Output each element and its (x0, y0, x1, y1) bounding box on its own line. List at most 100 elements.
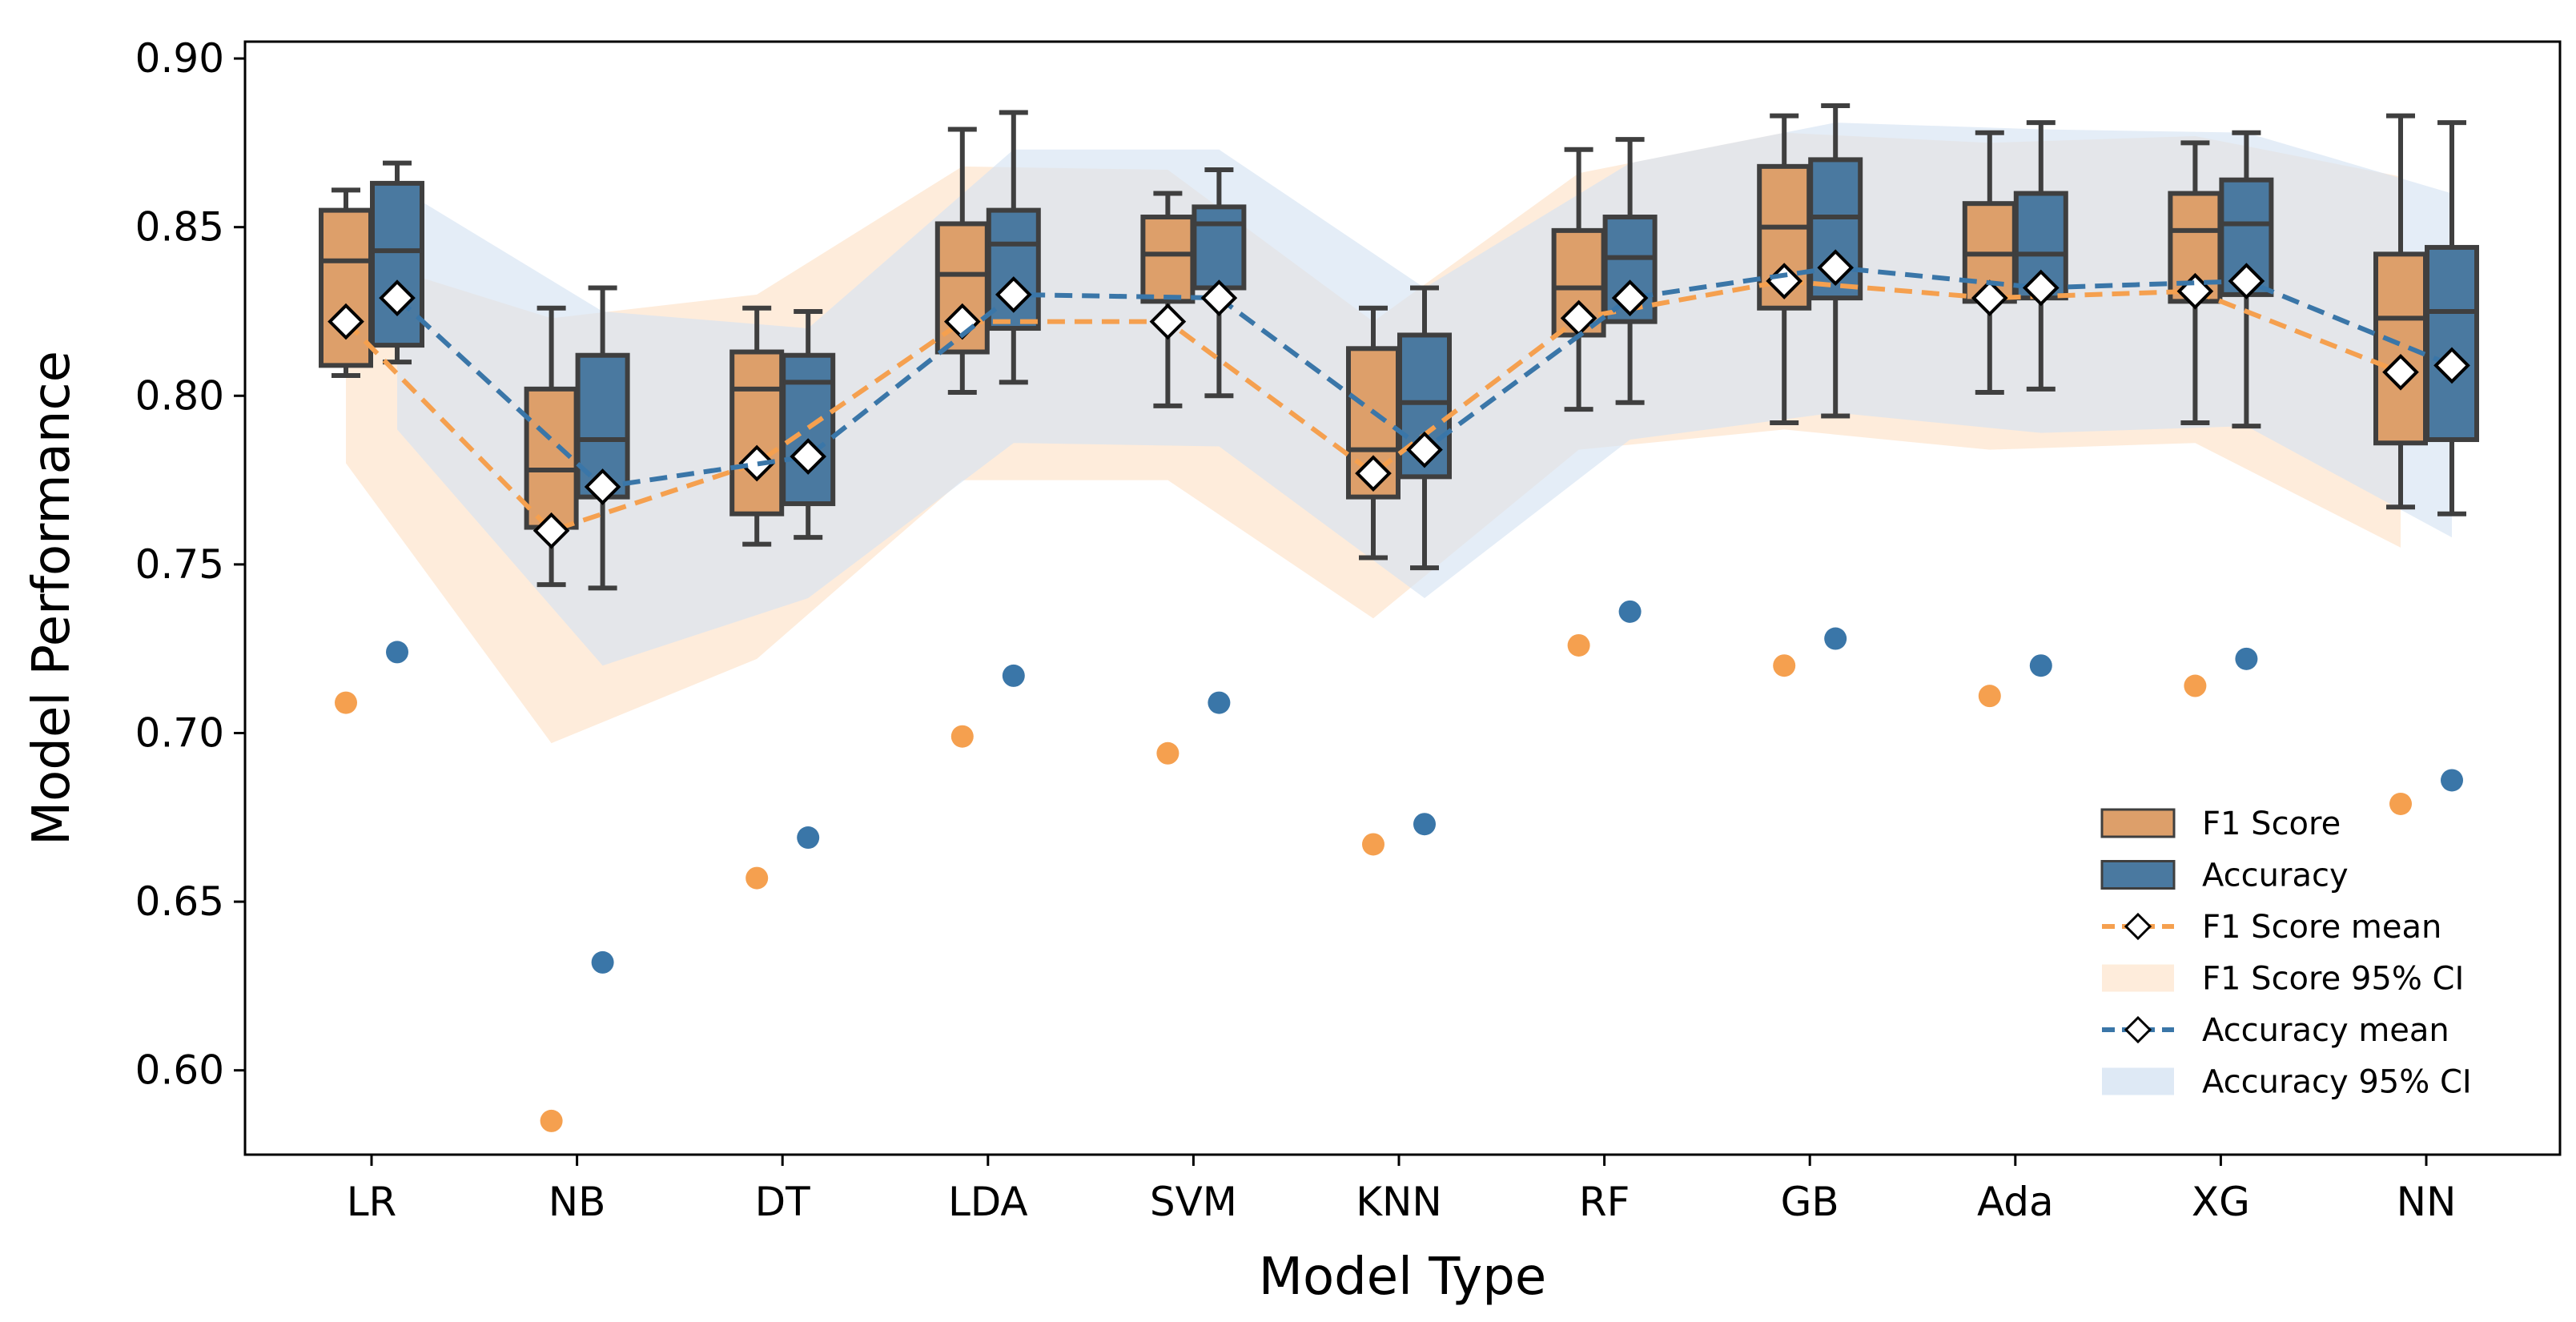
x-tick-label-nb: NB (549, 1179, 606, 1225)
box-iqr (319, 207, 373, 368)
x-tick-label-xg: XG (2192, 1179, 2250, 1225)
x-tick-label-gb: GB (1781, 1179, 1839, 1225)
f1-outlier-point (950, 725, 974, 748)
f1-outlier-point (2184, 674, 2207, 697)
f1-outlier-point (1362, 833, 1384, 856)
y-tick-label: 0.90 (135, 35, 224, 82)
legend-item: Accuracy mean (2102, 1012, 2449, 1049)
box-iqr (1602, 215, 1658, 324)
box-iqr (986, 207, 1041, 332)
f1-box-dt (729, 305, 785, 547)
legend-label: F1 Score mean (2202, 909, 2441, 946)
accuracy-mean-marker (584, 468, 621, 505)
legend-f1-ci-swatch (2102, 964, 2174, 992)
accuracy-outlier-point (1618, 600, 1642, 623)
f1-box-lr (319, 187, 373, 378)
f1-mean-marker (1355, 455, 1392, 492)
f1-mean-marker (738, 444, 776, 482)
f1-outlier-point (1773, 654, 1796, 677)
f1-mean-line (344, 279, 2402, 534)
f1-mean-marker (2382, 353, 2419, 391)
accuracy-mean-marker (1817, 249, 1855, 287)
legend-item: F1 Score (2100, 806, 2341, 842)
y-tick-label: 0.75 (135, 541, 224, 588)
y-axis-title: Model Performance (22, 351, 82, 846)
x-tick-label-lr: LR (347, 1179, 397, 1225)
accuracy-mean-marker (2228, 263, 2265, 299)
accuracy-mean-marker (2022, 269, 2060, 307)
x-tick-label-dt: DT (755, 1179, 811, 1225)
legend-item: Accuracy (2100, 858, 2349, 894)
accuracy-mean-marker (790, 438, 827, 475)
f1-mean-marker (1971, 279, 2008, 316)
accuracy-mean-marker (995, 276, 1032, 313)
box-iqr (1140, 215, 1196, 304)
box-iqr (2425, 244, 2479, 443)
accuracy-outlier-point (1208, 691, 1231, 714)
y-tick-label: 0.60 (135, 1047, 224, 1094)
f1-outlier-point (1978, 685, 2001, 708)
f1-outlier-point (1567, 633, 1590, 657)
accuracy-box-lr (370, 160, 424, 365)
axes: 0.60 0.65 0.70 0.75 0.80 0.85 0.90 LR NB DT LDA SVM… (135, 35, 2562, 1225)
y-tick-label: 0.70 (135, 709, 224, 756)
accuracy-outlier-point (1002, 664, 1025, 687)
accuracy-mean-marker (1611, 279, 1649, 316)
y-tick-label: 0.65 (135, 878, 224, 925)
f1-outlier-point (745, 866, 769, 890)
legend-label: Accuracy (2202, 858, 2349, 894)
legend-label: F1 Score 95% CI (2202, 961, 2464, 998)
x-tick-label-nn: NN (2397, 1179, 2457, 1225)
box-iqr (370, 180, 424, 348)
x-tick-label-rf: RF (1579, 1179, 1630, 1225)
accuracy-outlier-point (2029, 654, 2052, 677)
legend-item: F1 Score mean (2102, 909, 2441, 946)
legend-item: F1 Score 95% CI (2102, 961, 2464, 998)
outlier-points (335, 600, 2463, 1132)
accuracy-outlier-point (1413, 813, 1436, 836)
accuracy-outlier-point (591, 950, 614, 974)
legend-f1-swatch (2100, 808, 2176, 838)
box-plots (319, 103, 2479, 591)
f1-mean-marker (328, 303, 364, 340)
f1-box-gb (1757, 113, 1812, 425)
accuracy-mean-marker (1200, 279, 1238, 316)
legend: F1 Score Accuracy F1 Score mean F1 Score 95… (2100, 806, 2472, 1101)
accuracy-mean-marker (379, 279, 416, 316)
box-iqr (1757, 163, 1812, 311)
x-tick-label-ada: Ada (1977, 1179, 2054, 1225)
legend-label: F1 Score (2202, 806, 2341, 842)
legend-mean-marker (2124, 912, 2152, 941)
accuracy-box-dt (781, 308, 836, 540)
box-iqr (729, 349, 785, 516)
f1-mean-marker (1149, 303, 1187, 340)
legend-label: Accuracy 95% CI (2202, 1064, 2472, 1101)
box-iqr (781, 352, 836, 507)
accuracy-box-nn (2425, 120, 2479, 516)
legend-label: Accuracy mean (2202, 1012, 2449, 1049)
x-tick-label-lda: LDA (948, 1179, 1028, 1225)
accuracy-mean-marker (1406, 431, 1443, 468)
f1-outlier-point (1156, 741, 1179, 765)
legend-mean-marker (2124, 1015, 2152, 1044)
f1-mean-marker (532, 512, 570, 549)
legend-item: Accuracy 95% CI (2102, 1064, 2472, 1101)
f1-outlier-point (2389, 792, 2412, 815)
plot-frame (243, 40, 2562, 1156)
accuracy-outlier-point (386, 641, 408, 664)
accuracy-outlier-point (1824, 627, 1847, 650)
accuracy-box-rf (1602, 137, 1658, 405)
y-tick-label: 0.80 (135, 372, 224, 419)
mean-lines (328, 249, 2470, 549)
accuracy-box-lda (986, 110, 1041, 385)
f1-box-svm (1140, 191, 1196, 408)
box-iqr (1192, 204, 1247, 291)
legend-accuracy-swatch (2100, 860, 2176, 890)
x-tick-label-svm: SVM (1150, 1179, 1237, 1225)
f1-outlier-point (540, 1109, 563, 1132)
axis-labels: Model Type Model Performance (22, 351, 1546, 1307)
accuracy-mean-marker (2433, 347, 2470, 384)
accuracy-outlier-point (2441, 769, 2463, 792)
y-tick-label: 0.85 (135, 204, 224, 251)
